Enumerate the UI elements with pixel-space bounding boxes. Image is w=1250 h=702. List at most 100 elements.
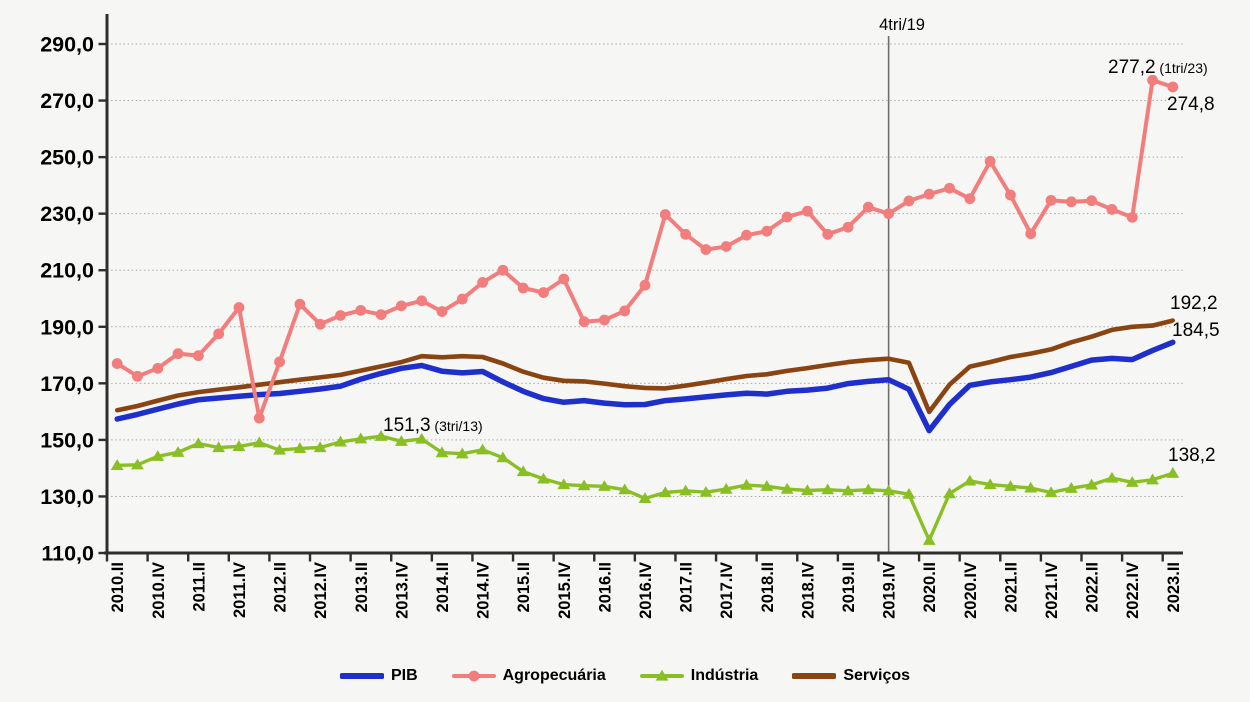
marker-industria-2015.IV — [557, 478, 571, 490]
marker-industria-2021.II — [1004, 480, 1017, 491]
x-axis-label: 2021.II — [1002, 562, 1020, 612]
marker-agropecuaria-2014.I — [416, 295, 428, 307]
marker-agropecuaria-2015.IV — [558, 273, 570, 285]
reference-line-label: 4tri/19 — [879, 16, 925, 34]
marker-agropecuaria-2010.II — [111, 358, 123, 369]
marker-industria-2013.III — [374, 430, 388, 441]
marker-industria-2021.IV — [1044, 486, 1058, 498]
y-axis-label: 110,0 — [41, 542, 94, 566]
annotation-value: 192,2 — [1170, 293, 1218, 314]
marker-agropecuaria-2018.I — [741, 229, 752, 241]
marker-industria-2013.II — [354, 432, 368, 444]
x-axis-label: 2014.II — [434, 562, 452, 612]
marker-industria-2019.I — [821, 483, 835, 495]
marker-agropecuaria-2017.III — [700, 244, 712, 255]
marker-industria-2022.III — [1105, 471, 1119, 483]
marker-agropecuaria-2022.IV — [1126, 211, 1138, 223]
x-axis-label: 2010.IV — [150, 562, 168, 619]
marker-agropecuaria-2017.II — [680, 228, 692, 240]
marker-agropecuaria-2019.II — [842, 221, 854, 233]
marker-agropecuaria-2023.I — [1147, 74, 1158, 86]
marker-agropecuaria-2013.IV — [395, 300, 407, 312]
marker-agropecuaria-2016.IV — [639, 279, 651, 291]
marker-industria-2015.I — [496, 451, 510, 463]
marker-agropecuaria-2023.II — [1167, 81, 1179, 93]
series-line-pib — [114, 339, 1176, 434]
legend-circle-marker — [468, 670, 480, 682]
x-axis-label: 2010.II — [109, 562, 127, 612]
marker-industria-2017.III — [699, 486, 713, 497]
annotation-servicos-last: 192,2 — [1170, 293, 1218, 314]
legend-item-servicos: Serviços — [792, 667, 910, 685]
marker-industria-2012.IV — [313, 441, 327, 453]
marker-industria-2011.III — [212, 441, 226, 453]
x-axis-label: 2011.II — [190, 562, 208, 612]
marker-industria-2017.I — [658, 486, 672, 498]
marker-industria-2014.II — [435, 446, 449, 458]
x-axis-label: 2013.II — [353, 562, 371, 612]
marker-industria-2011.I — [171, 446, 185, 457]
marker-agropecuaria-2013.III — [375, 309, 387, 321]
x-axis-label: 2022.IV — [1124, 562, 1142, 619]
marker-industria-2018.III — [780, 482, 794, 494]
marker-industria-2020.III — [943, 487, 956, 499]
legend-label-industria: Indústria — [690, 667, 759, 684]
marker-agropecuaria-2019.III — [862, 201, 874, 213]
x-axis-label: 2020.IV — [962, 562, 980, 619]
marker-agropecuaria-2020.III — [944, 182, 955, 194]
marker-industria-2016.II — [597, 480, 611, 491]
x-axis-label: 2017.IV — [718, 562, 736, 619]
series-line-servicos — [114, 318, 1176, 415]
marker-industria-2016.III — [618, 483, 632, 495]
marker-agropecuaria-2016.III — [619, 305, 631, 317]
x-axis-label: 2020.II — [921, 562, 939, 612]
annotation-value: 274,8 — [1167, 94, 1215, 115]
marker-agropecuaria-2012.IV — [314, 318, 326, 330]
marker-agropecuaria-2022.III — [1106, 204, 1118, 215]
marker-agropecuaria-2012.I — [253, 412, 265, 424]
marker-agropecuaria-2012.II — [274, 356, 285, 368]
x-axis-label: 2016.IV — [637, 562, 655, 619]
x-axis-label: 2016.II — [596, 562, 614, 612]
marker-agropecuaria-2014.II — [436, 306, 448, 317]
marker-industria-2010.II — [110, 459, 124, 470]
legend-swatch-agropecuaria — [451, 670, 496, 682]
marker-industria-2016.IV — [638, 492, 652, 504]
marker-agropecuaria-2011.III — [213, 328, 225, 340]
marker-industria-2016.I — [577, 479, 591, 491]
marker-industria-2010.III — [131, 458, 144, 470]
marker-industria-2019.II — [841, 484, 855, 496]
marker-agropecuaria-2021.III — [1025, 228, 1037, 240]
marker-agropecuaria-2018.III — [781, 211, 793, 223]
x-axis-label: 2012.II — [272, 562, 290, 612]
marker-industria-2019.IV — [882, 484, 896, 496]
x-axis-label: 2017.II — [678, 562, 696, 612]
marker-industria-2012.II — [273, 443, 286, 455]
annotation-agro-peak: 277,2 (1tri/23) — [1108, 57, 1208, 78]
annotation-agro-last: 274,8 — [1167, 94, 1215, 115]
x-axis-label: 2022.II — [1084, 562, 1102, 612]
annotation-industria-peak: 151,3 (3tri/13) — [383, 415, 483, 436]
marker-agropecuaria-2019.IV — [883, 208, 895, 220]
chart-legend: PIB Agropecuária Indústria Serviços — [0, 657, 1250, 695]
annotation-industria-last: 138,2 — [1168, 445, 1216, 466]
annotation-value: 138,2 — [1168, 445, 1216, 466]
marker-industria-2020.II — [922, 534, 936, 545]
marker-industria-2021.I — [983, 478, 997, 490]
marker-agropecuaria-2012.III — [294, 298, 306, 310]
annotation-pib-last: 184,5 — [1172, 320, 1220, 341]
marker-agropecuaria-2014.IV — [477, 276, 488, 288]
marker-agropecuaria-2022.II — [1086, 195, 1098, 207]
x-axis-label: 2013.IV — [393, 562, 411, 619]
marker-agropecuaria-2018.II — [761, 225, 773, 237]
legend-item-agropecuaria: Agropecuária — [451, 667, 606, 685]
quarterly-gdp-line-chart: 4tri/19 290,0 270,0 250,0 230,0 210,0 190,0 170… — [40, 14, 1222, 619]
x-axis-label: 2014.IV — [475, 562, 493, 619]
annotation-note: (1tri/23) — [1156, 60, 1208, 76]
marker-industria-2012.III — [293, 442, 307, 453]
marker-industria-2022.I — [1064, 482, 1078, 493]
marker-industria-2017.IV — [719, 482, 733, 494]
marker-agropecuaria-2020.IV — [964, 193, 976, 205]
marker-agropecuaria-2019.I — [822, 228, 834, 240]
